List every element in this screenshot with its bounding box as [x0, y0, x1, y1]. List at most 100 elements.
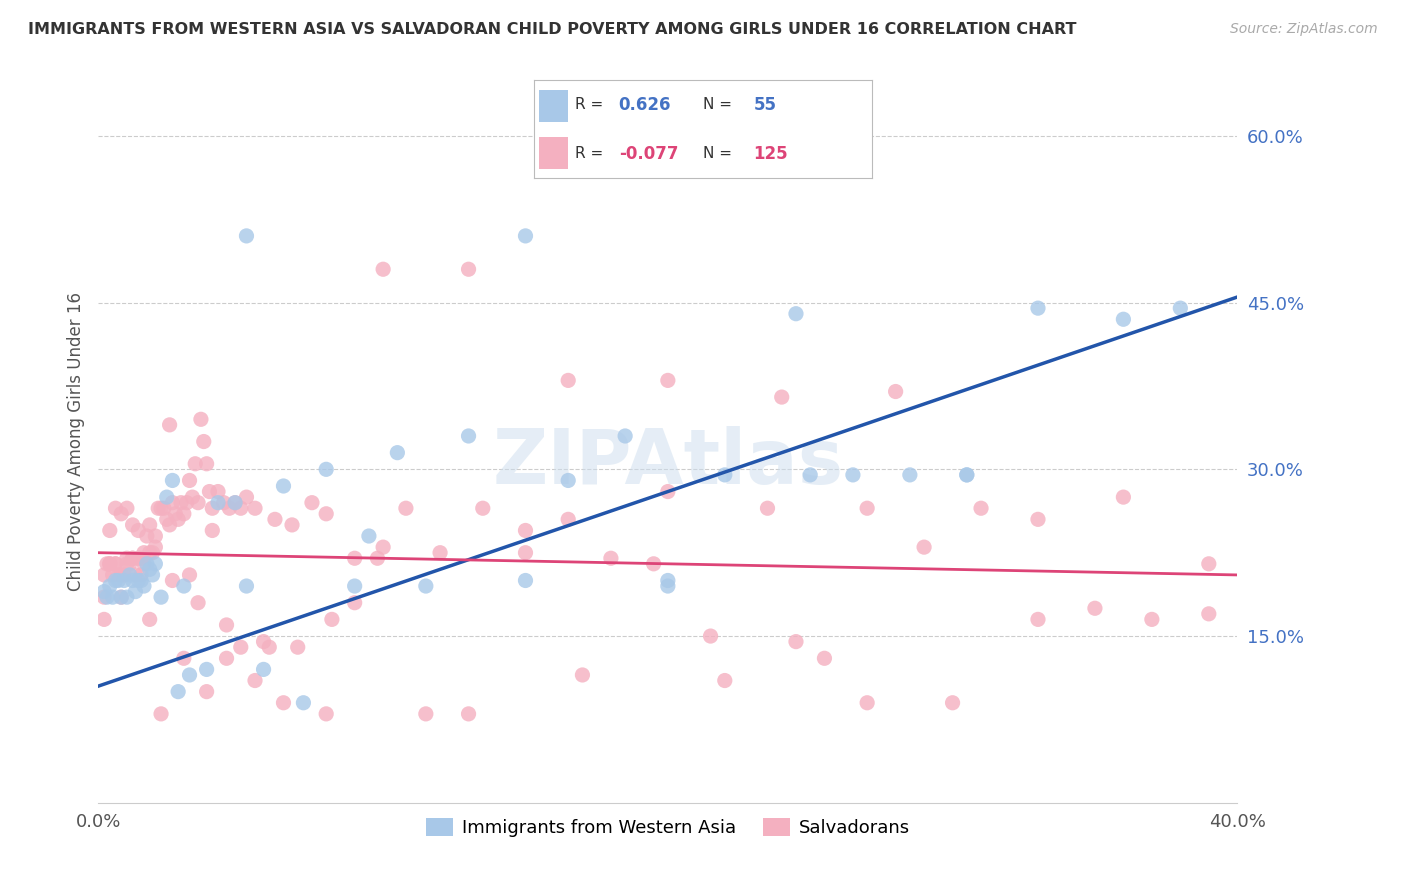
Text: -0.077: -0.077: [619, 145, 678, 163]
Point: [235, 490, 257, 504]
Y-axis label: Child Poverty Among Girls Under 16: Child Poverty Among Girls Under 16: [66, 292, 84, 591]
Point: [600, 551, 623, 566]
Point: [115, 501, 138, 516]
Point: [98, 557, 121, 571]
Point: [115, 557, 138, 571]
Point: [121, 551, 143, 566]
Point: [93, 568, 115, 582]
Point: [93, 584, 115, 599]
Legend: Immigrants from Western Asia, Salvadorans: Immigrants from Western Asia, Salvadoran…: [419, 811, 917, 845]
Point: [118, 568, 141, 582]
Point: [657, 574, 679, 588]
Point: [373, 540, 395, 554]
Point: [156, 512, 179, 526]
Point: [770, 390, 793, 404]
Point: [145, 529, 167, 543]
Point: [252, 662, 274, 676]
Point: [614, 429, 637, 443]
Point: [98, 524, 121, 538]
Point: [104, 557, 127, 571]
Point: [107, 568, 129, 582]
Point: [699, 629, 721, 643]
Point: [190, 412, 212, 426]
Point: [224, 496, 246, 510]
Point: [714, 673, 737, 688]
Point: [150, 706, 173, 721]
Point: [110, 590, 132, 604]
Point: [366, 551, 388, 566]
Point: [110, 590, 132, 604]
Point: [195, 457, 218, 471]
Point: [292, 696, 315, 710]
Point: [212, 496, 235, 510]
Point: [321, 612, 343, 626]
Point: [395, 501, 418, 516]
Point: [173, 507, 195, 521]
Point: [457, 706, 479, 721]
Point: [515, 546, 537, 560]
Point: [110, 507, 132, 521]
Bar: [540, 90, 568, 122]
Point: [132, 579, 155, 593]
Point: [153, 501, 176, 516]
Point: [150, 590, 173, 604]
Point: [1026, 612, 1049, 626]
Point: [515, 228, 537, 243]
Point: [1112, 490, 1135, 504]
Point: [301, 496, 323, 510]
Point: [281, 517, 304, 532]
Point: [273, 479, 295, 493]
Point: [104, 574, 127, 588]
Point: [387, 445, 409, 459]
Point: [150, 501, 173, 516]
Point: [145, 557, 167, 571]
Text: N =: N =: [703, 97, 733, 112]
Point: [259, 640, 281, 655]
Point: [138, 546, 160, 560]
Point: [187, 496, 209, 510]
Point: [1140, 612, 1163, 626]
Point: [557, 512, 579, 526]
Text: 0.626: 0.626: [619, 95, 671, 114]
Point: [657, 373, 679, 387]
Text: R =: R =: [575, 97, 603, 112]
Point: [813, 651, 835, 665]
Point: [104, 501, 127, 516]
Point: [138, 562, 160, 576]
Point: [207, 484, 229, 499]
Point: [135, 557, 157, 571]
Point: [187, 596, 209, 610]
Point: [315, 507, 337, 521]
Point: [1084, 601, 1107, 615]
Point: [799, 467, 821, 482]
Point: [127, 551, 149, 566]
Point: [176, 496, 198, 510]
Point: [571, 668, 593, 682]
Point: [195, 684, 218, 698]
Point: [557, 474, 579, 488]
Point: [148, 501, 170, 516]
Point: [264, 512, 287, 526]
Point: [104, 557, 127, 571]
Text: IMMIGRANTS FROM WESTERN ASIA VS SALVADORAN CHILD POVERTY AMONG GIRLS UNDER 16 CO: IMMIGRANTS FROM WESTERN ASIA VS SALVADOR…: [28, 22, 1077, 37]
Point: [162, 496, 184, 510]
Point: [124, 568, 146, 582]
Point: [884, 384, 907, 399]
Point: [98, 579, 121, 593]
Point: [93, 590, 115, 604]
Point: [785, 634, 807, 648]
Point: [170, 496, 193, 510]
Point: [132, 557, 155, 571]
Point: [201, 524, 224, 538]
Point: [415, 579, 437, 593]
Text: R =: R =: [575, 146, 603, 161]
Point: [343, 579, 366, 593]
Point: [207, 496, 229, 510]
Point: [756, 501, 779, 516]
Point: [343, 596, 366, 610]
Point: [856, 696, 879, 710]
Point: [287, 640, 309, 655]
Point: [132, 546, 155, 560]
Point: [159, 517, 181, 532]
Point: [273, 696, 295, 710]
